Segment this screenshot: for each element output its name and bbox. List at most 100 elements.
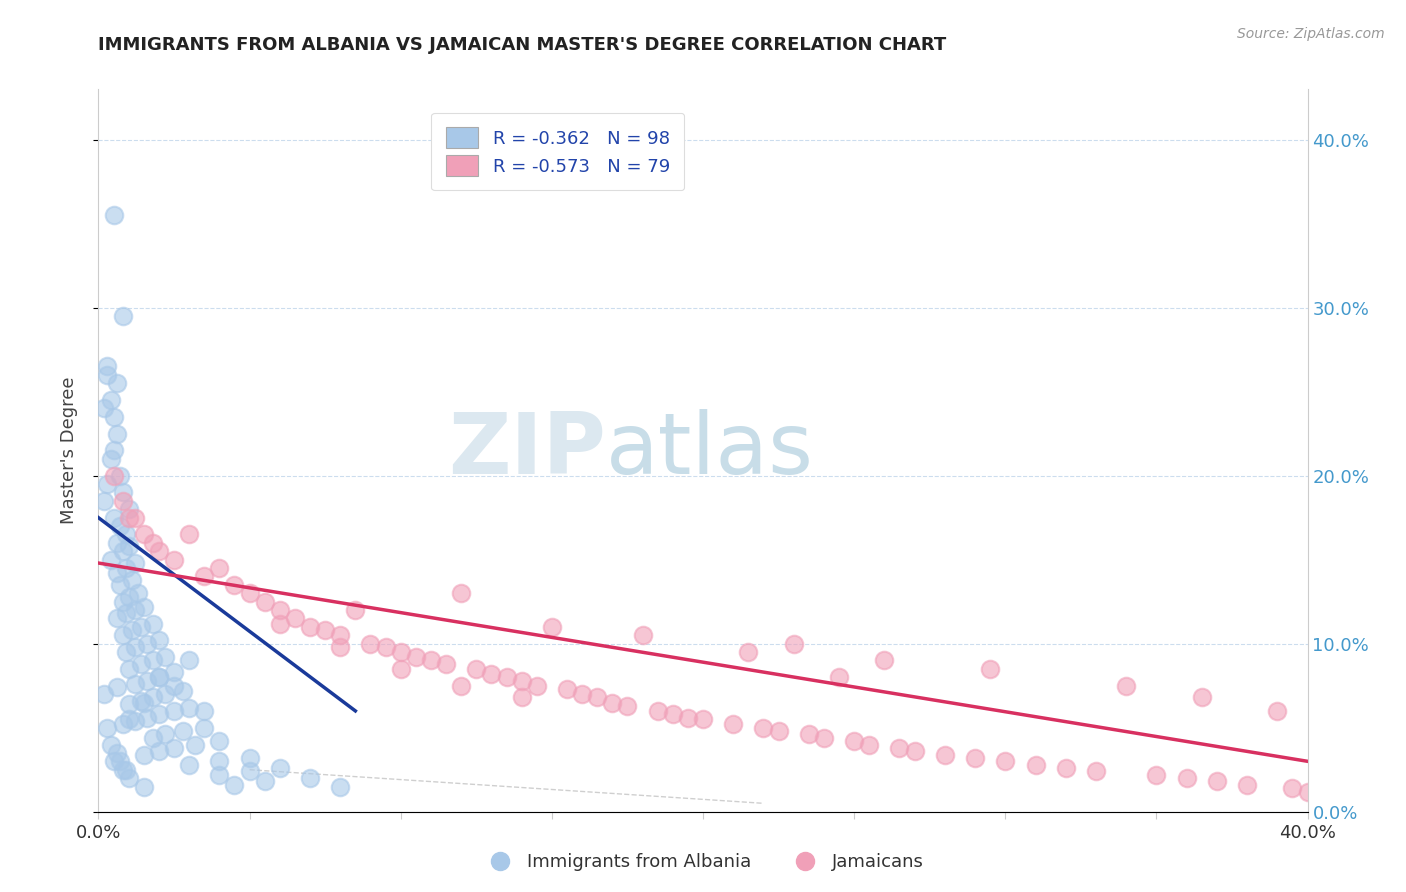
Point xyxy=(1191,690,1213,705)
Point xyxy=(752,721,775,735)
Point xyxy=(114,561,136,575)
Point xyxy=(124,603,146,617)
Point xyxy=(129,620,152,634)
Point xyxy=(420,653,443,667)
Point xyxy=(797,727,820,741)
Point xyxy=(208,768,231,782)
Point xyxy=(172,683,194,698)
Legend: Immigrants from Albania, Jamaicans: Immigrants from Albania, Jamaicans xyxy=(474,847,932,879)
Point xyxy=(103,208,125,222)
Point xyxy=(904,744,927,758)
Point xyxy=(193,721,215,735)
Point xyxy=(163,679,186,693)
Point xyxy=(118,539,141,553)
Point xyxy=(148,744,170,758)
Point xyxy=(329,628,352,642)
Point xyxy=(105,681,128,695)
Point xyxy=(114,607,136,621)
Point xyxy=(360,637,382,651)
Point xyxy=(329,780,352,794)
Point xyxy=(1267,704,1289,718)
Point xyxy=(118,712,141,726)
Point xyxy=(224,578,246,592)
Point xyxy=(153,687,176,701)
Point xyxy=(96,368,118,382)
Point xyxy=(108,578,131,592)
Point xyxy=(100,451,122,466)
Point xyxy=(105,746,128,760)
Point xyxy=(135,637,157,651)
Point xyxy=(495,670,517,684)
Point xyxy=(1054,761,1077,775)
Point xyxy=(118,510,141,524)
Point xyxy=(108,519,131,533)
Point xyxy=(127,586,149,600)
Point xyxy=(571,687,593,701)
Point xyxy=(100,552,122,566)
Point xyxy=(105,566,128,581)
Point xyxy=(96,359,118,374)
Point xyxy=(142,616,165,631)
Point xyxy=(103,754,125,768)
Point xyxy=(314,624,336,638)
Point xyxy=(299,771,322,785)
Point xyxy=(111,485,134,500)
Point xyxy=(873,653,896,667)
Point xyxy=(93,401,115,416)
Point xyxy=(1115,679,1137,693)
Point xyxy=(540,620,562,634)
Point xyxy=(374,640,396,654)
Point xyxy=(111,595,134,609)
Point xyxy=(1085,764,1108,779)
Point xyxy=(118,502,141,516)
Point xyxy=(135,711,157,725)
Point xyxy=(434,657,457,671)
Point xyxy=(135,673,157,688)
Point xyxy=(179,653,201,667)
Point xyxy=(1144,768,1167,782)
Point xyxy=(193,704,215,718)
Point xyxy=(124,677,146,691)
Point xyxy=(148,544,170,558)
Point xyxy=(1175,771,1198,785)
Point xyxy=(163,552,186,566)
Point xyxy=(118,590,141,604)
Point xyxy=(114,645,136,659)
Point xyxy=(142,653,165,667)
Point xyxy=(299,620,322,634)
Point xyxy=(1296,784,1319,798)
Point xyxy=(616,698,638,713)
Point xyxy=(253,774,276,789)
Point xyxy=(153,727,176,741)
Point xyxy=(111,717,134,731)
Point xyxy=(450,586,472,600)
Point xyxy=(124,640,146,654)
Point xyxy=(269,603,291,617)
Point xyxy=(142,536,165,550)
Y-axis label: Master's Degree: Master's Degree xyxy=(59,376,77,524)
Point xyxy=(148,633,170,648)
Point xyxy=(172,724,194,739)
Point xyxy=(179,700,201,714)
Point xyxy=(124,510,146,524)
Point xyxy=(121,573,143,587)
Point xyxy=(481,667,503,681)
Point xyxy=(1236,778,1258,792)
Point xyxy=(239,586,262,600)
Point xyxy=(510,673,533,688)
Point xyxy=(510,690,533,705)
Point xyxy=(844,734,866,748)
Point xyxy=(239,751,262,765)
Point xyxy=(602,696,624,710)
Point xyxy=(105,376,128,391)
Point xyxy=(118,662,141,676)
Point xyxy=(389,662,412,676)
Point xyxy=(105,426,128,441)
Point xyxy=(193,569,215,583)
Point xyxy=(111,763,134,777)
Point xyxy=(132,527,155,541)
Point xyxy=(661,707,683,722)
Point xyxy=(813,731,835,745)
Point xyxy=(153,650,176,665)
Point xyxy=(994,754,1017,768)
